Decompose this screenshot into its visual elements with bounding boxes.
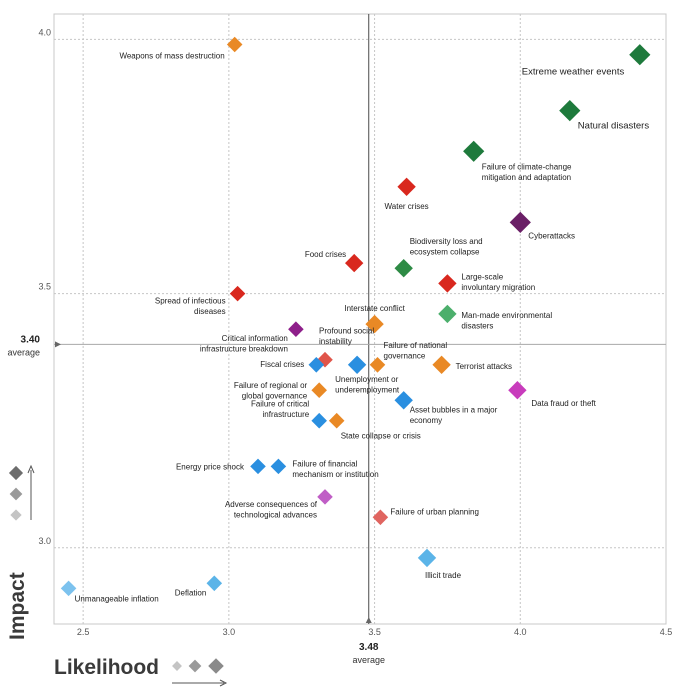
average-likelihood-value: 3.48 <box>359 642 379 653</box>
point-label-unemployment-or-underemployment: Unemployment or underemployment <box>335 375 400 395</box>
point-label-asset-bubbles-in-a-major-economy: Asset bubbles in a major economy <box>410 405 498 425</box>
point-label-unmanageable-inflation: Unmanageable inflation <box>75 594 159 603</box>
point-state-collapse-or-crisis <box>328 412 345 429</box>
point-label-food-crises: Food crises <box>305 250 346 259</box>
x-tick-label: 4.0 <box>514 627 527 637</box>
point-water-crises <box>397 177 416 196</box>
y-axis-title: Impact <box>6 572 29 640</box>
average-impact-marker <box>55 341 61 348</box>
point-spread-of-infectious-diseases <box>229 285 246 302</box>
impact-legend: Impact <box>6 464 35 640</box>
point-label-extreme-weather-events: Extreme weather events <box>522 67 625 78</box>
point-label-man-made-environmental-disasters: Man-made environmental disasters <box>461 311 552 331</box>
x-tick-label: 2.5 <box>77 627 90 637</box>
impact-legend-diamond-large <box>8 465 24 481</box>
point-illicit-trade <box>417 548 437 568</box>
impact-legend-diamond-medium <box>9 487 23 501</box>
point-label-spread-of-infectious-diseases: Spread of infectious diseases <box>155 297 226 317</box>
point-energy-price-shock <box>250 458 266 475</box>
data-points <box>60 36 651 597</box>
point-label-failure-of-regional-or-global-governance: Failure of regional or global governance <box>234 381 308 401</box>
point-cyberattacks <box>509 211 531 234</box>
point-label-interstate-conflict: Interstate conflict <box>344 304 405 313</box>
likelihood-legend-arrowhead <box>219 679 228 687</box>
point-label-natural-disasters: Natural disasters <box>578 121 650 132</box>
point-adverse-consequences-of-technological-advances <box>317 489 333 505</box>
point-label-state-collapse-or-crisis: State collapse or crisis <box>341 432 421 441</box>
point-label-deflation: Deflation <box>175 588 207 597</box>
point-label-illicit-trade: Illicit trade <box>425 571 462 580</box>
likelihood-legend: Likelihood <box>54 656 228 687</box>
y-tick-label: 3.0 <box>38 536 51 546</box>
impact-legend-arrowhead <box>27 464 35 474</box>
point-label-fiscal-crises: Fiscal crises <box>260 360 304 369</box>
point-label-adverse-consequences-of-technological-advances: Adverse consequences of technological adv… <box>225 500 318 520</box>
point-label-data-fraud-or-theft: Data fraud or theft <box>531 399 596 408</box>
point-large-scale-involuntary-migration <box>438 274 457 293</box>
point-critical-information-infrastructure-breakdown <box>288 321 304 337</box>
x-tick-label: 4.5 <box>660 627 673 637</box>
point-man-made-environmental-disasters <box>438 304 457 324</box>
point-weapons-of-mass-destruction <box>226 36 243 53</box>
point-failure-of-regional-or-global-governance <box>311 382 327 398</box>
point-label-large-scale-involuntary-migration: Large-scale involuntary migration <box>461 272 535 292</box>
point-label-failure-of-national-governance: Failure of national governance <box>384 341 448 361</box>
point-label-failure-of-financial-mechanism-or-institution: Failure of financial mechanism or institu… <box>292 459 378 479</box>
tick-labels: 2.5 3.0 3.5 4.0 4.5 3.0 3.5 4.0 <box>38 27 672 637</box>
average-impact-label: average <box>7 347 40 357</box>
point-asset-bubbles-in-a-major-economy <box>394 391 413 410</box>
point-label-biodiversity-loss-and-ecosystem-collapse: Biodiversity loss and ecosystem collapse <box>410 237 483 257</box>
point-extreme-weather-events <box>629 44 651 66</box>
point-label-terrorist-attacks: Terrorist attacks <box>456 362 512 371</box>
point-label-weapons-of-mass-destruction: Weapons of mass destruction <box>119 52 224 61</box>
likelihood-legend-diamond-small <box>172 661 182 671</box>
point-interstate-conflict <box>365 314 384 334</box>
x-tick-label: 3.5 <box>368 627 381 637</box>
x-tick-label: 3.0 <box>223 627 236 637</box>
y-tick-label: 4.0 <box>38 27 51 37</box>
average-likelihood-marker <box>365 617 372 623</box>
plot-frame <box>53 13 667 625</box>
y-tick-label: 3.5 <box>38 282 51 292</box>
point-label-failure-of-critical-infrastructure: Failure of critical infrastructure <box>251 400 310 420</box>
average-likelihood-label: average <box>352 655 385 665</box>
point-failure-of-critical-infrastructure <box>311 412 327 429</box>
point-unemployment-or-underemployment <box>347 355 367 374</box>
point-failure-of-financial-mechanism-or-institution <box>270 458 287 475</box>
point-deflation <box>206 575 223 592</box>
likelihood-legend-diamond-large <box>208 658 224 674</box>
likelihood-legend-diamond-medium <box>188 659 202 673</box>
point-label-water-crises: Water crises <box>385 202 429 211</box>
average-impact-value: 3.40 <box>21 334 41 345</box>
x-axis-title: Likelihood <box>54 656 159 679</box>
impact-legend-diamond-small <box>10 509 22 521</box>
point-food-crises <box>345 253 364 273</box>
point-label-critical-information-infrastructure-breakdown: Critical information infrastructure break… <box>200 334 288 354</box>
point-biodiversity-loss-and-ecosystem-collapse <box>394 259 413 278</box>
point-label-cyberattacks: Cyberattacks <box>528 231 575 240</box>
point-natural-disasters <box>559 99 581 122</box>
point-failure-of-climate-change-mitigation-and-adaptation <box>463 140 485 162</box>
average-lines: 3.48 average 3.40 average <box>7 14 666 665</box>
point-labels: Extreme weather events Natural disasters F… <box>75 52 650 604</box>
point-label-failure-of-urban-planning: Failure of urban planning <box>390 507 479 516</box>
point-data-fraud-or-theft <box>508 381 527 400</box>
point-label-failure-of-climate-change-mitigation-and-adaptation: Failure of climate-change mitigation and … <box>482 162 572 182</box>
point-label-profound-social-instability: Profound social instability <box>319 327 374 347</box>
point-terrorist-attacks <box>432 355 451 374</box>
point-label-energy-price-shock: Energy price shock <box>176 462 245 471</box>
